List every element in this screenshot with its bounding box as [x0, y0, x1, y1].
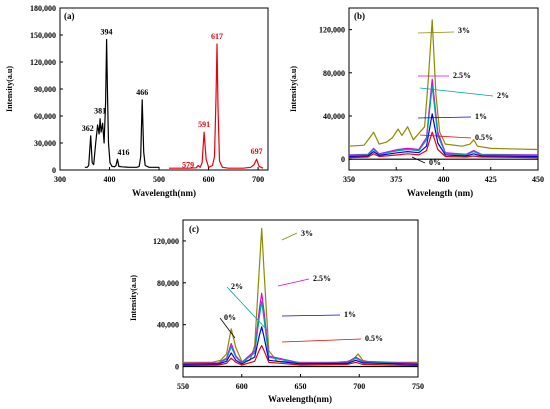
y-axis-label: Intensity(a.u): [289, 66, 298, 112]
x-tick-label: 650: [295, 382, 307, 391]
series-label: 0.5%: [365, 334, 383, 343]
x-tick-label: 350: [343, 175, 355, 184]
y-axis-label: Intensity(a.u): [5, 66, 14, 112]
y-tick-label: 60,000: [34, 112, 56, 121]
x-tick-label: 425: [485, 175, 497, 184]
series-line: [84, 38, 159, 168]
series-label: 2%: [497, 91, 509, 100]
y-tick-label: 30,000: [34, 139, 56, 148]
series-line: [349, 131, 538, 159]
peak-label: 362: [82, 124, 94, 133]
peak-label: 466: [136, 88, 148, 97]
series-arrow: [277, 278, 310, 287]
series-line: [349, 113, 538, 158]
series-arrow: [417, 116, 472, 119]
series-line: [183, 301, 418, 365]
panel-label: (b): [354, 11, 365, 21]
series-group: [84, 38, 264, 169]
series-label: 1%: [475, 112, 487, 121]
panel-label: (a): [64, 11, 75, 21]
x-tick-label: 375: [390, 175, 402, 184]
series-group: [349, 19, 538, 160]
y-axis-label: Intensity(a.u): [129, 275, 138, 321]
y-tick-label: 120,000: [319, 26, 345, 35]
x-axis-label: Wavelength (nm): [407, 188, 473, 198]
series-arrow: [281, 314, 341, 317]
series-line: [183, 345, 418, 367]
series-group: [183, 227, 418, 368]
y-tick-label: 120,000: [30, 58, 56, 67]
y-tick-label: 40,000: [157, 321, 179, 330]
series-arrow: [281, 338, 362, 343]
peak-label: 697: [251, 147, 263, 156]
x-tick-label: 700: [353, 382, 365, 391]
y-tick-label: 0: [341, 155, 345, 164]
series-arrow: [219, 317, 236, 339]
y-tick-label: 150,000: [30, 31, 56, 40]
series-label: 3%: [458, 26, 470, 35]
x-tick-label: 600: [236, 382, 248, 391]
y-tick-label: 120,000: [153, 237, 179, 246]
x-tick-label: 450: [532, 175, 544, 184]
panel-0: 300 400 500 600 700 0 30,000 60,000 90,000 120,00…: [5, 4, 269, 198]
panel-1: 350 375 400 425 450 0 40,000 80,000 120,000 Wavel…: [289, 7, 544, 198]
y-tick-label: 40,000: [323, 112, 345, 121]
peak-label: 579: [182, 161, 194, 170]
series-line: [349, 19, 538, 151]
x-axis-label: Wavelength(nm): [268, 394, 332, 404]
series-label: 1%: [344, 310, 356, 319]
series-arrow: [411, 156, 426, 164]
series-label: 2.5%: [453, 71, 471, 80]
y-tick-label: 180,000: [30, 4, 56, 13]
peak-label: 394: [101, 28, 113, 37]
x-tick-label: 700: [252, 175, 264, 184]
series-label: 3%: [301, 229, 313, 238]
series-label: 0%: [224, 313, 236, 322]
x-tick-label: 550: [177, 382, 189, 391]
x-tick-label: 400: [438, 175, 450, 184]
series-line: [183, 326, 418, 365]
x-tick-label: 500: [153, 175, 165, 184]
x-tick-label: 400: [104, 175, 116, 184]
panel-2: 550 600 650 700 750 0 40,000 80,000 120,000 Wavel…: [129, 219, 424, 404]
y-tick-label: 80,000: [323, 69, 345, 78]
x-axis-label: Wavelength(nm): [132, 188, 196, 198]
x-tick-label: 600: [203, 175, 215, 184]
series-label: 0.5%: [475, 133, 493, 142]
series-label: 2.5%: [313, 274, 331, 283]
series-label: 0%: [429, 158, 441, 167]
y-tick-label: 80,000: [157, 279, 179, 288]
y-tick-label: 0: [175, 363, 179, 372]
peak-label: 416: [117, 148, 129, 157]
y-tick-label: 90,000: [34, 85, 56, 94]
series-line: [349, 85, 538, 156]
plot-frame: [182, 219, 419, 378]
peak-label: 381: [94, 107, 106, 116]
x-tick-label: 750: [412, 382, 424, 391]
series-arrow: [419, 134, 472, 139]
x-tick-label: 300: [54, 175, 66, 184]
series-label: 2%: [231, 282, 243, 291]
y-tick-label: 0: [52, 166, 56, 175]
series-arrow: [281, 232, 298, 241]
panel-label: (c): [189, 224, 199, 234]
series-arrow: [419, 87, 494, 97]
series-line: [169, 43, 264, 169]
series-arrow: [226, 286, 269, 332]
series-line: [183, 292, 418, 364]
peak-label: 591: [198, 120, 210, 129]
peak-label: 617: [211, 32, 223, 41]
series-arrow: [417, 31, 455, 34]
